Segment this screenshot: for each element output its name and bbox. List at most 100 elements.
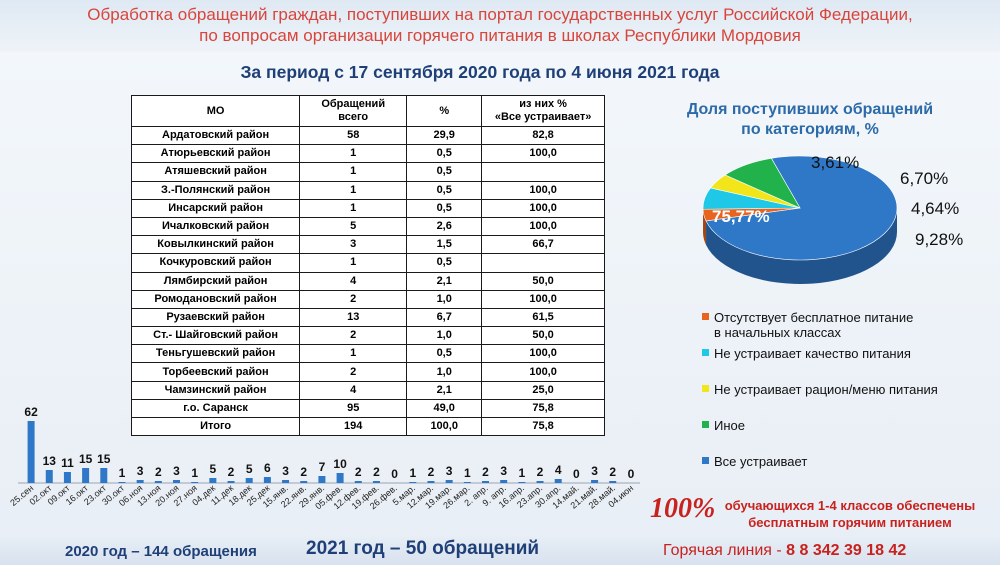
table-cell-pct: 29,9: [406, 125, 483, 146]
header-title-line1: Обработка обращений граждан, поступивших…: [87, 5, 913, 24]
header-total-line2: всего: [338, 111, 369, 123]
table-cell-mo: Атяшевский район: [130, 162, 301, 182]
pie-label-satisfied: 75,77%: [712, 207, 770, 226]
bar-10: [209, 478, 217, 483]
bar-value-label: 1: [519, 466, 526, 480]
table-cell-mo: Кочкуровский район: [130, 253, 301, 273]
bar-value-label: 6: [264, 461, 271, 475]
table-body: Ардатовский район 58 29,9 82,8 Атюрьевский р…: [130, 125, 605, 437]
pie-label-quality: 6,70%: [900, 169, 949, 188]
table-cell-total: 2: [299, 326, 408, 346]
header-title-line2: по вопросам организации горячего питания…: [199, 26, 801, 45]
table-row: Ардатовский район 58 29,9 82,8: [130, 125, 605, 146]
table-cell-sat: 100,0: [481, 144, 605, 164]
bar-value-label: 3: [137, 464, 144, 478]
header-mo: МО: [130, 95, 301, 127]
bar-16: [318, 476, 326, 483]
year-2020-summary: 2020 год – 144 обращения: [65, 543, 257, 560]
header-total: Обращений всего: [299, 95, 408, 127]
pie-title-line1: Доля поступивших обращений: [686, 101, 934, 118]
table-row: Лямбирский район 4 2,1 50,0: [130, 271, 605, 291]
table-cell-total: 3: [299, 235, 408, 255]
bar-value-label: 0: [628, 467, 635, 481]
table-cell-pct: 0,5: [406, 198, 483, 218]
header-total-line1: Обращений: [321, 98, 386, 110]
table-cell-mo: Теньгушевский район: [130, 344, 301, 364]
table-row: Ичалковский район 5 2,6 100,0: [130, 216, 605, 237]
table-cell-pct: 6,7: [406, 307, 483, 328]
table-cell-total: 2: [299, 362, 408, 382]
table-row: Инсарский район 1 0,5 100,0: [130, 198, 605, 218]
pie-chart: [702, 155, 898, 284]
table-cell-mo: Итого: [130, 416, 301, 437]
bar-8: [173, 480, 180, 483]
bar-value-label: 2: [537, 465, 544, 479]
table-cell-total: 1: [299, 162, 408, 182]
legend-label: Иное: [714, 418, 745, 433]
table-cell-sat: 100,0: [481, 362, 605, 382]
table-cell-sat: 100,0: [481, 180, 605, 200]
table-row: Атяшевский район 1 0,5: [130, 162, 605, 182]
pie-label-other: 9,28%: [915, 230, 964, 249]
table-cell-sat: 25,0: [481, 380, 605, 400]
table-cell-mo: Ст.- Шайговский район: [130, 326, 301, 346]
bar-3: [82, 468, 90, 483]
bar-value-label: 2: [609, 465, 616, 479]
table-row: Ромодановский район 2 1,0 100,0: [130, 289, 605, 309]
header-title: Обработка обращений граждан, поступивших…: [0, 4, 1000, 46]
bar-value-label: 62: [24, 405, 38, 419]
pie-label-menu: 4,64%: [911, 199, 960, 218]
table-cell-pct: 0,5: [406, 253, 483, 273]
table-cell-sat: 100,0: [481, 289, 605, 309]
table-row: Теньгушевский район 1 0,5 100,0: [130, 344, 605, 364]
table-cell-sat: 75,8: [481, 416, 605, 437]
bar-6: [136, 480, 144, 483]
table-row: Рузаевский район 13 6,7 61,5: [130, 307, 605, 328]
bar-25: [482, 481, 489, 483]
table-row: г.о. Саранск 95 49,0 75,8: [130, 398, 605, 419]
table-cell-total: 194: [299, 416, 408, 437]
table-cell-pct: 2,6: [406, 216, 483, 237]
bar-value-label: 2: [428, 465, 435, 479]
table-cell-total: 95: [299, 398, 408, 419]
bar-value-label: 3: [446, 464, 453, 478]
bar-value-label: 5: [210, 462, 217, 476]
table-row: Ст.- Шайговский район 2 1,0 50,0: [130, 326, 605, 346]
bar-value-label: 1: [464, 466, 471, 480]
bar-value-label: 11: [61, 456, 74, 470]
table-cell-mo: Ковылкинский район: [130, 235, 301, 255]
table-cell-mo: Инсарский район: [130, 198, 301, 218]
bar-31: [591, 480, 599, 483]
legend-marker-green: [702, 421, 709, 428]
bar-15: [300, 481, 308, 483]
table-row: Торбеевский район 2 1,0 100,0: [130, 362, 605, 382]
table-cell-pct: 1,0: [406, 326, 483, 346]
pie-slice-0: [705, 155, 898, 261]
header-pct: %: [406, 95, 483, 127]
header-band: [0, 0, 1000, 52]
hotline: Горячая линия - 8 8 342 39 18 42: [663, 542, 906, 560]
period-title: За период с 17 сентября 2020 года по 4 и…: [240, 62, 720, 82]
bar-value-label: 2: [228, 465, 235, 479]
table-cell-mo: Чамзинский район: [130, 380, 301, 400]
bar-32: [609, 481, 617, 483]
bar-21: [409, 482, 417, 483]
table-cell-pct: 49,0: [406, 398, 483, 419]
table-cell-pct: 100,0: [406, 416, 483, 437]
bar-value-label: 2: [355, 465, 362, 479]
table-cell-sat: 75,8: [481, 398, 605, 419]
table-cell-total: 1: [299, 180, 408, 200]
legend-marker-orange: [702, 313, 709, 320]
table-row: Кочкуровский район 1 0,5: [130, 253, 605, 273]
footer-percent: 100%: [650, 493, 716, 524]
table-cell-sat: [481, 253, 605, 273]
bar-value-label: 0: [573, 467, 580, 481]
bar-7: [154, 481, 162, 483]
table-cell-total: 2: [299, 289, 408, 309]
table-cell-sat: 50,0: [481, 271, 605, 291]
table-cell-pct: 1,0: [406, 289, 483, 309]
table-cell-total: 1: [299, 253, 408, 273]
table-cell-pct: 1,0: [406, 362, 483, 382]
table-cell-total: 13: [299, 307, 408, 328]
bar-4: [100, 468, 108, 483]
